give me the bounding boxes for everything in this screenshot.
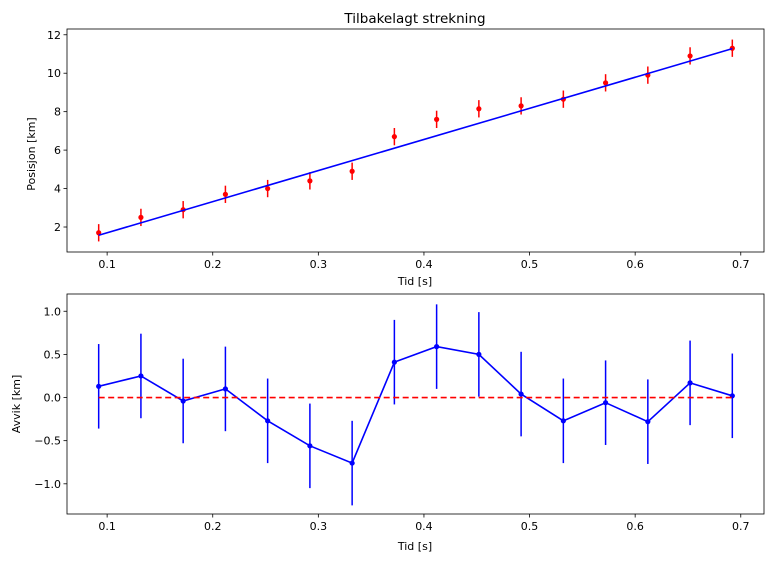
bottom-y-tick-label: 0.0 xyxy=(44,392,62,405)
bottom-data-point xyxy=(180,398,186,404)
top-x-tick-label: 0.4 xyxy=(415,258,433,271)
top-data-point xyxy=(349,168,355,174)
bottom-data-point xyxy=(518,391,524,397)
bottom-x-tick-label: 0.6 xyxy=(626,520,644,533)
top-y-axis-label: Posisjon [km] xyxy=(25,117,38,190)
bottom-data-point xyxy=(687,380,693,386)
top-chart-title: Tilbakelagt strekning xyxy=(343,11,485,27)
bottom-axes-frame xyxy=(66,293,765,515)
bottom-y-tick-label: 0.5 xyxy=(44,348,62,361)
bottom-x-axis-label: Tid [s] xyxy=(397,540,432,553)
bottom-y-axis-label: Avvik [km] xyxy=(10,375,23,434)
bottom-data-point xyxy=(476,351,482,357)
top-data-point xyxy=(138,214,144,220)
bottom-x-tick-label: 0.3 xyxy=(310,520,328,533)
bottom-data-point xyxy=(434,344,440,350)
top-x-tick-label: 0.1 xyxy=(98,258,116,271)
bottom-data-point xyxy=(349,460,355,466)
bottom-deviation-line xyxy=(98,345,733,465)
top-data-point xyxy=(222,191,229,197)
top-plot-area: 0.1 0.2 0.3 0.4 0.5 0.6 0.7 2 4 6 8 10 12 xyxy=(47,28,765,271)
bottom-x-tick-label: 0.7 xyxy=(732,520,750,533)
bottom-data-point xyxy=(645,419,651,425)
top-data-point xyxy=(307,178,313,184)
top-y-tick-label: 8 xyxy=(54,106,61,119)
bottom-data-point xyxy=(222,386,229,392)
top-y-tick-label: 10 xyxy=(47,67,61,80)
top-y-tick-label: 6 xyxy=(54,144,61,157)
top-data-point xyxy=(729,45,735,51)
bottom-y-tick-label: 1.0 xyxy=(44,305,62,318)
top-x-tick-label: 0.2 xyxy=(204,258,222,271)
top-y-tick-label: 2 xyxy=(54,221,61,234)
top-data-point xyxy=(476,106,482,112)
top-data-point xyxy=(602,80,609,86)
top-data-point xyxy=(434,116,440,122)
top-data-point xyxy=(265,185,271,192)
bottom-data-point xyxy=(602,400,609,406)
top-axes-frame xyxy=(66,28,765,253)
top-x-tick-label: 0.6 xyxy=(626,258,644,271)
bottom-data-point xyxy=(138,373,144,379)
top-data-point xyxy=(687,53,693,59)
bottom-x-tick-label: 0.1 xyxy=(98,520,116,533)
top-data-point xyxy=(518,103,524,109)
bottom-data-point xyxy=(391,359,397,365)
bottom-data-point xyxy=(307,443,313,449)
top-x-axis-label: Tid [s] xyxy=(397,275,432,288)
bottom-data-point xyxy=(560,418,566,424)
top-x-tick-label: 0.3 xyxy=(310,258,328,271)
top-fit-line xyxy=(98,47,733,237)
bottom-y-tick-label: −0.5 xyxy=(34,435,61,448)
bottom-data-point xyxy=(96,383,102,389)
bottom-plot-area: 0.1 0.2 0.3 0.4 0.5 0.6 0.7 −1.0 −0.5 0.0 0.5 1.0 xyxy=(34,293,765,533)
bottom-x-tick-label: 0.5 xyxy=(521,520,539,533)
bottom-y-tick-label: −1.0 xyxy=(34,478,61,491)
top-y-tick-label: 4 xyxy=(54,183,61,196)
bottom-x-tick-label: 0.2 xyxy=(204,520,222,533)
top-x-tick-label: 0.7 xyxy=(732,258,750,271)
top-data-point xyxy=(391,134,397,140)
bottom-data-point xyxy=(265,418,271,424)
bottom-x-tick-label: 0.4 xyxy=(415,520,433,533)
top-x-tick-label: 0.5 xyxy=(521,258,539,271)
top-y-tick-label: 12 xyxy=(47,29,61,42)
